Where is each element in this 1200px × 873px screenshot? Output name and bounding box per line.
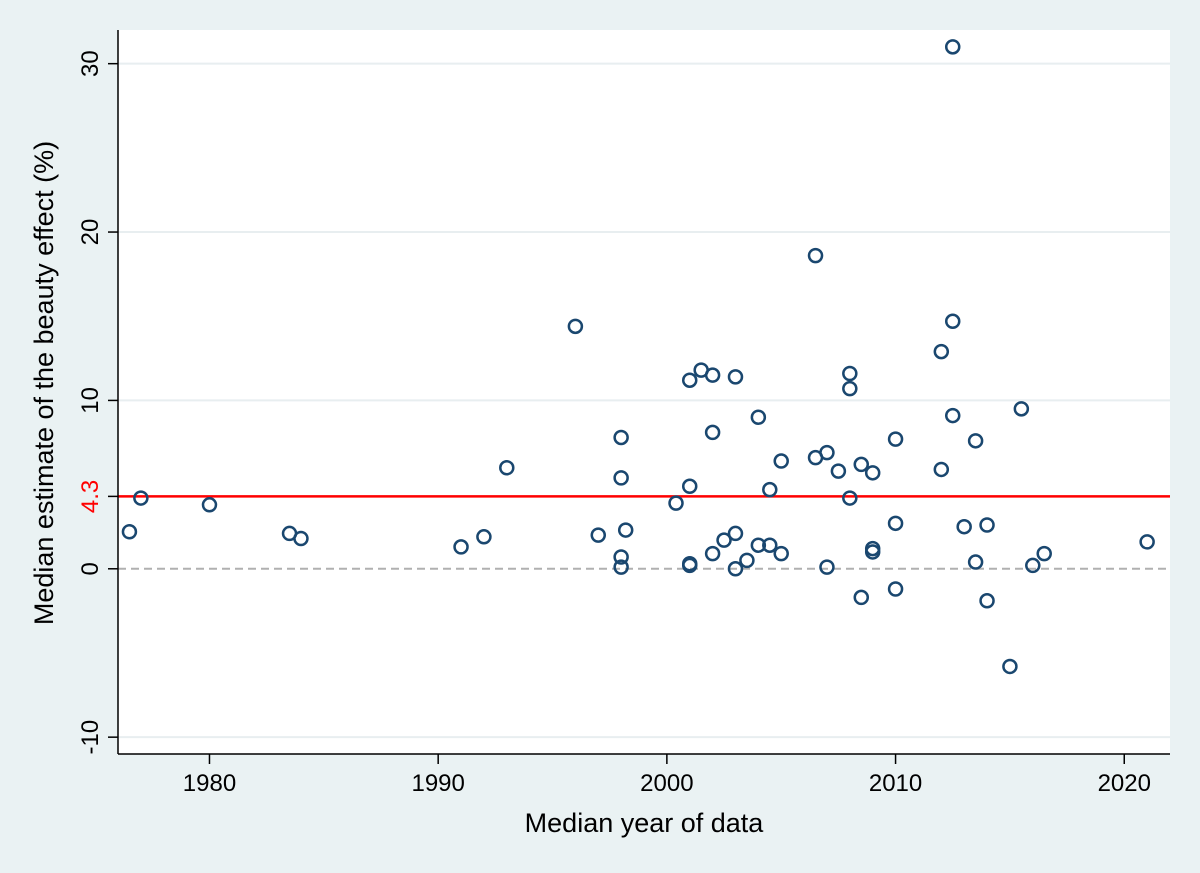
- data-point: [704, 367, 721, 383]
- plot-area: [118, 30, 1170, 754]
- x-tick-label: 1980: [183, 770, 236, 797]
- data-point: [887, 581, 904, 597]
- ticks: -10 0 10 20 30 1980 1990 2000 2010 2020 4.3: [77, 50, 1151, 797]
- data-point: [773, 545, 789, 562]
- y-tick-label: -10: [77, 720, 104, 755]
- data-point: [1139, 534, 1155, 550]
- x-axis-title: Median year of data: [525, 808, 765, 838]
- data-point: [979, 593, 995, 609]
- data-point: [853, 456, 870, 473]
- data-point: [613, 470, 629, 486]
- data-point: [1013, 401, 1030, 417]
- data-point: [613, 429, 629, 446]
- data-point: [293, 530, 309, 547]
- data-point: [681, 372, 698, 388]
- data-point: [773, 453, 789, 469]
- data-point: [121, 523, 138, 540]
- data-point: [864, 465, 881, 481]
- data-point: [967, 433, 984, 449]
- y-tick-label: 0: [77, 562, 104, 575]
- data-point: [750, 409, 767, 426]
- data-point: [853, 589, 870, 606]
- reference-lines: [118, 495, 1170, 570]
- data-point: [499, 460, 515, 476]
- data-point: [1025, 557, 1041, 574]
- data-point: [944, 39, 961, 55]
- data-point: [933, 461, 950, 478]
- data-point: [1036, 545, 1052, 562]
- axes: [117, 30, 1170, 755]
- data-point: [704, 424, 721, 441]
- gridlines: [118, 62, 1170, 739]
- data-point: [681, 557, 698, 574]
- data-point: [613, 549, 629, 565]
- data-point: [567, 318, 584, 335]
- data-point: [750, 537, 767, 553]
- data-point: [201, 497, 218, 513]
- data-point: [762, 481, 778, 498]
- x-tick-label: 2010: [869, 770, 922, 797]
- data-point: [739, 552, 755, 569]
- data-point: [716, 532, 732, 548]
- data-point: [133, 490, 149, 506]
- data-point: [944, 313, 961, 330]
- mean-line-label: 4.3: [77, 480, 104, 513]
- x-tick-label: 2000: [640, 770, 693, 797]
- y-axis-title: Median estimate of the beauty effect (%): [29, 141, 59, 625]
- data-point: [727, 369, 744, 385]
- data-point: [727, 525, 744, 542]
- data-point: [956, 518, 972, 535]
- data-point: [887, 431, 904, 447]
- y-tick-label: 20: [77, 219, 104, 246]
- data-point: [887, 515, 904, 532]
- data-point: [842, 380, 858, 397]
- data-point: [617, 522, 634, 538]
- data-point: [613, 559, 629, 575]
- data-point: [668, 495, 684, 511]
- data-point: [967, 554, 984, 570]
- x-tick-label: 1990: [411, 770, 464, 797]
- data-point: [681, 478, 698, 495]
- data-point: [979, 517, 995, 533]
- data-point: [842, 490, 858, 506]
- data-point: [819, 559, 835, 575]
- data-point: [762, 537, 778, 553]
- y-tick-label: 10: [77, 387, 104, 414]
- data-point: [864, 544, 881, 560]
- y-tick-label: 30: [77, 50, 104, 77]
- data-point: [830, 463, 847, 479]
- data-point: [590, 527, 607, 543]
- x-tick-label: 2020: [1098, 770, 1151, 797]
- data-point: [476, 529, 492, 545]
- data-point: [819, 444, 835, 461]
- data-point: [453, 539, 469, 555]
- data-point: [1002, 658, 1018, 675]
- data-point: [727, 561, 744, 577]
- data-point: [944, 407, 961, 424]
- data-point: [842, 365, 858, 382]
- data-point: [933, 343, 950, 360]
- data-point: [704, 545, 721, 562]
- data-points: [121, 39, 1155, 675]
- data-point: [807, 247, 824, 264]
